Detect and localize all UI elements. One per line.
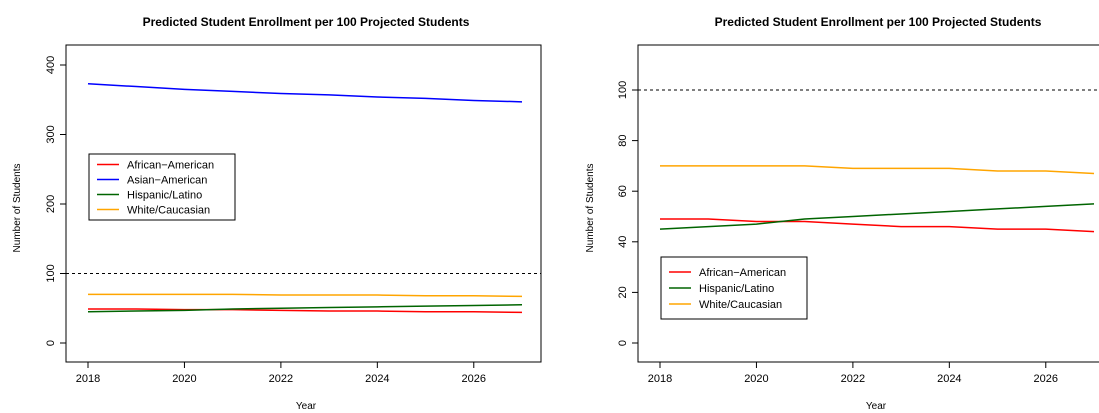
legend-entry: Hispanic/Latino [699, 283, 774, 295]
series-line-0 [88, 308, 523, 314]
left-chart-title: Predicted Student Enrollment per 100 Pro… [143, 15, 470, 29]
legend: African−American Asian−American Hispanic/L… [88, 153, 236, 221]
x-tick-label: 2018 [76, 373, 100, 385]
right-plot-area: 2018 2020 2022 2024 2026 0 20 40 60 80 100 African−… [617, 44, 1099, 385]
y-tick-label: 40 [617, 236, 629, 248]
legend-entry: White/Caucasian [127, 205, 210, 217]
y-tick-label: 300 [45, 125, 57, 143]
right-chart: Predicted Student Enrollment per 100 Pro… [585, 15, 1099, 412]
y-tick-label: 80 [617, 134, 629, 146]
y-tick-label: 100 [617, 81, 629, 99]
series-line-2 [660, 165, 1095, 175]
left-x-axis-label: Year [296, 401, 317, 412]
series-line-3 [88, 293, 523, 298]
x-tick-label: 2022 [269, 373, 293, 385]
x-tick-label: 2022 [841, 373, 865, 385]
x-tick-label: 2024 [937, 373, 961, 385]
y-tick-label: 20 [617, 286, 629, 298]
right-x-axis-label: Year [866, 401, 887, 412]
series-line-0 [660, 218, 1095, 233]
y-tick-label: 0 [617, 340, 629, 346]
plot-frame [637, 44, 1099, 363]
y-tick-label: 100 [45, 264, 57, 282]
legend-entry: African−American [127, 160, 214, 172]
left-chart: Predicted Student Enrollment per 100 Pro… [12, 15, 542, 412]
legend-entry: African−American [699, 267, 786, 279]
series-line-2 [87, 304, 523, 313]
right-y-axis-label: Number of Students [585, 164, 596, 253]
legend: African−American Hispanic/Latino White/Cau… [660, 256, 808, 320]
x-tick-label: 2024 [365, 373, 389, 385]
left-y-axis-label: Number of Students [12, 164, 23, 253]
x-tick-label: 2020 [744, 373, 768, 385]
series-line-1 [659, 203, 1095, 230]
y-tick-label: 60 [617, 185, 629, 197]
y-tick-label: 200 [45, 195, 57, 213]
y-tick-label: 0 [45, 340, 57, 346]
legend-entry: White/Caucasian [699, 299, 782, 311]
y-tick-label: 400 [45, 56, 57, 74]
legend-entry: Asian−American [127, 175, 207, 187]
x-tick-label: 2020 [172, 373, 196, 385]
right-chart-title: Predicted Student Enrollment per 100 Pro… [715, 15, 1042, 29]
x-tick-label: 2026 [462, 373, 486, 385]
x-tick-label: 2026 [1034, 373, 1058, 385]
x-tick-label: 2018 [648, 373, 672, 385]
series-line-1 [87, 83, 523, 103]
left-plot-area: 2018 2020 2022 2024 2026 0 100 200 300 400 African… [45, 44, 542, 385]
legend-entry: Hispanic/Latino [127, 190, 202, 202]
